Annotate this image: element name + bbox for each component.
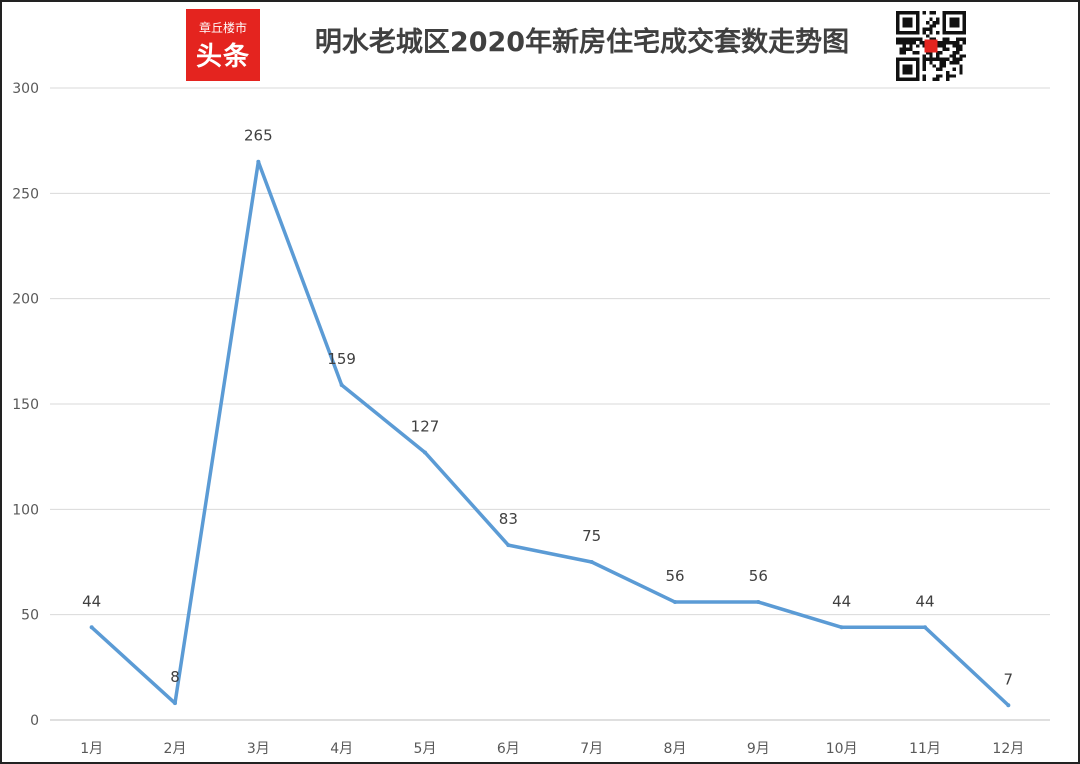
data-point: [839, 625, 844, 630]
y-axis-ticks: 0 50 100 150 200 250 300: [12, 81, 39, 729]
x-tick-label: 8月: [664, 741, 687, 757]
data-label: 75: [582, 527, 601, 545]
logo-line1: 章丘楼市: [198, 21, 247, 35]
x-tick-label: 2月: [164, 741, 187, 757]
data-label: 44: [915, 592, 934, 610]
data-label: 265: [244, 127, 273, 145]
y-tick-label: 50: [21, 608, 39, 624]
data-label: 44: [832, 592, 851, 610]
data-label: 83: [499, 510, 518, 528]
qr-code-icon: [896, 11, 966, 81]
data-label: 56: [749, 567, 768, 585]
data-point: [756, 600, 761, 605]
data-point: [89, 625, 94, 630]
data-point: [423, 450, 427, 455]
y-tick-label: 200: [12, 292, 39, 308]
y-tick-label: 100: [12, 502, 39, 518]
data-label: 44: [82, 592, 101, 610]
data-point: [1006, 703, 1011, 708]
chart-title: 明水老城区2020年新房住宅成交套数走势图: [314, 27, 850, 58]
x-axis-ticks: 1月 2月 3月 4月 5月 6月 7月 8月 9月 10月 11月 12月: [80, 741, 1024, 757]
gridlines: [50, 87, 1050, 721]
data-label: 7: [1004, 670, 1014, 688]
data-point: [339, 383, 344, 388]
x-tick-label: 12月: [992, 741, 1024, 757]
x-tick-label: 10月: [826, 741, 858, 757]
data-labels: 44 8 265 159 127 83 75 56 56 44 44 7: [82, 127, 1013, 708]
x-tick-label: 3月: [247, 741, 270, 757]
data-label: 56: [665, 567, 684, 585]
logo-line2: 头条: [195, 41, 250, 71]
data-label: 8: [170, 668, 180, 686]
data-point: [256, 159, 261, 164]
data-label: 159: [327, 350, 356, 368]
data-point: [589, 560, 594, 564]
data-point: [506, 543, 511, 548]
x-tick-label: 11月: [909, 741, 941, 757]
brand-logo: 章丘楼市 头条: [186, 9, 260, 81]
data-label: 127: [411, 417, 440, 435]
y-tick-label: 0: [30, 713, 39, 729]
x-tick-label: 9月: [747, 741, 770, 757]
data-point: [923, 625, 927, 630]
data-point: [673, 600, 677, 605]
x-tick-label: 7月: [580, 741, 603, 757]
x-tick-label: 6月: [497, 741, 520, 757]
series-line: [89, 159, 1011, 708]
x-tick-label: 4月: [330, 741, 353, 757]
x-tick-label: 1月: [80, 741, 103, 757]
y-tick-label: 150: [12, 397, 39, 413]
series-line-group: [89, 159, 1011, 708]
y-tick-label: 250: [12, 186, 39, 202]
data-point: [173, 701, 177, 706]
x-tick-label: 5月: [414, 741, 437, 757]
y-tick-label: 300: [12, 81, 39, 97]
